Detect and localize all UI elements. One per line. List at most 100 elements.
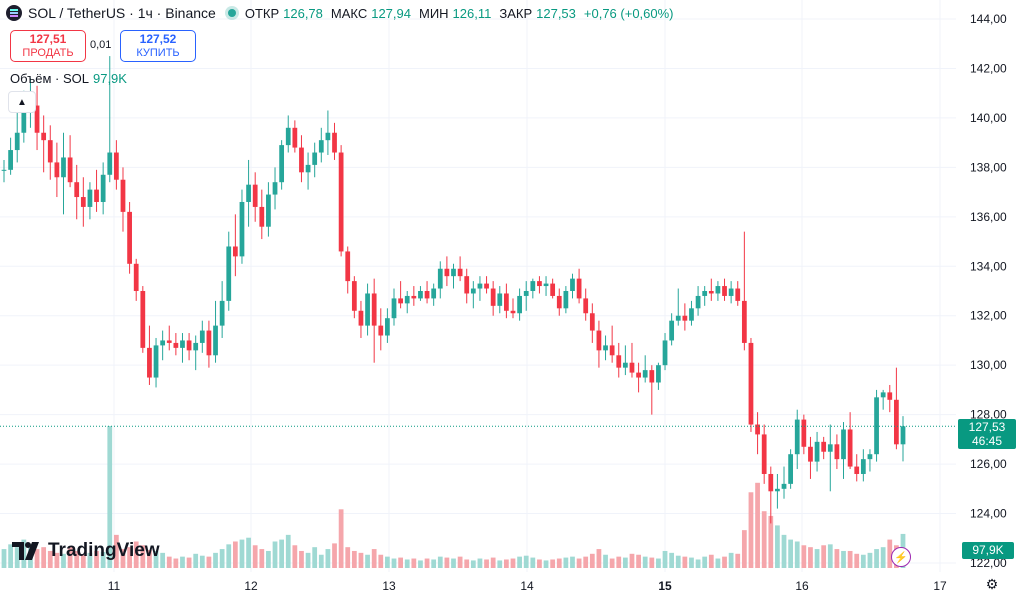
candle-body — [8, 150, 13, 170]
candle-body — [232, 246, 238, 257]
price-tick-label: 144,00 — [970, 12, 1007, 26]
candle-body — [741, 300, 747, 343]
volume-bar — [484, 559, 489, 568]
candle-body — [153, 345, 159, 378]
candle-body — [292, 127, 298, 148]
volume-bar — [160, 552, 166, 568]
volume-bar — [444, 557, 450, 568]
candle-body — [279, 145, 285, 183]
time-tick-label: 17 — [933, 579, 947, 593]
candle-body — [497, 293, 503, 306]
price-tick-label: 122,00 — [970, 556, 1007, 570]
candle-body — [761, 434, 767, 474]
volume-bar — [781, 534, 787, 568]
candle-body — [490, 288, 496, 306]
tradingview-logo[interactable]: TradingView — [12, 540, 160, 562]
volume-bar — [345, 547, 351, 568]
candle-body — [808, 446, 813, 462]
candle-body — [385, 318, 390, 336]
volume-bar — [47, 550, 53, 568]
candle-body — [788, 454, 794, 484]
candle-body — [391, 298, 397, 319]
candle-body — [748, 342, 754, 425]
volume-bar — [880, 547, 886, 568]
volume-bar — [470, 560, 476, 568]
price-axis: 144,00 142,00 140,00 138,00 136,00 134,00 132,… — [970, 12, 1007, 570]
volume-bar — [239, 539, 245, 568]
candle-body — [67, 157, 73, 183]
volume-bar — [80, 554, 86, 568]
volume-bar — [570, 556, 575, 568]
volume-bar — [609, 558, 615, 568]
volume-bar — [722, 556, 727, 568]
volume-bar — [299, 550, 304, 568]
candle-body — [21, 112, 27, 133]
volume-bar — [464, 559, 470, 568]
volume-bar — [219, 549, 225, 568]
volume-bar — [358, 552, 364, 568]
volume-bar — [649, 557, 655, 568]
buy-button[interactable]: 127,52 КУПИТЬ — [120, 30, 196, 62]
volume-bar — [583, 556, 589, 568]
volume-bar — [54, 552, 60, 568]
candle-body — [378, 325, 384, 336]
candle-body — [219, 300, 225, 326]
candle-body — [735, 288, 741, 301]
candle-body — [140, 291, 146, 348]
candle-body — [398, 298, 403, 304]
candle-body — [239, 201, 245, 257]
volume-bar — [589, 553, 595, 568]
collapse-legend-button[interactable]: ▲ — [8, 91, 36, 113]
candle-body — [14, 132, 20, 151]
candle-body — [616, 355, 622, 368]
candle-body — [87, 189, 93, 207]
candle-body — [517, 295, 522, 314]
ohlc-legend: ОТКР 126,78 МАКС 127,94 МИН 126,11 ЗАКР 127,… — [245, 6, 678, 21]
volume-tag: 97,9K — [962, 542, 1014, 559]
volume-bar — [775, 525, 780, 568]
volume-label: Объём · SOL — [10, 71, 89, 86]
low-value: 126,11 — [452, 5, 492, 21]
candle-body — [318, 140, 324, 153]
volume-bar — [656, 558, 661, 568]
price-tick-label: 132,00 — [970, 309, 1007, 323]
volume-bar — [860, 554, 866, 568]
settings-gear-icon[interactable]: ⚙ — [985, 575, 999, 592]
lightning-icon[interactable]: ⚡ — [891, 547, 911, 567]
volume-bar — [325, 549, 331, 568]
volume-bar — [404, 559, 410, 568]
volume-bar — [226, 544, 232, 568]
volume-bar — [14, 547, 20, 568]
volume-bar — [669, 552, 675, 568]
volume-bar — [708, 554, 714, 568]
candle-body — [345, 251, 351, 282]
candle-body — [61, 157, 66, 178]
candle-body — [821, 441, 827, 452]
volume-bar — [199, 555, 205, 568]
chart-grid — [0, 0, 956, 572]
volume-bar — [728, 552, 734, 568]
volume-bar — [695, 559, 701, 568]
volume-bar — [246, 537, 251, 568]
candle-body — [589, 313, 595, 331]
volume-bar — [523, 555, 529, 568]
sell-button[interactable]: 127,51 ПРОДАТЬ — [10, 30, 86, 62]
volume-bar — [834, 549, 840, 568]
candle-body — [113, 152, 119, 180]
volume-bar — [411, 558, 417, 568]
candle-body — [682, 315, 688, 321]
volume-bar — [596, 549, 602, 568]
candle-body — [860, 459, 866, 474]
volume-bar — [100, 551, 106, 568]
volume-bar — [622, 557, 628, 568]
chevron-up-icon: ▲ — [17, 96, 27, 108]
price-tick-label: 136,00 — [970, 210, 1007, 224]
candle-body — [689, 308, 694, 321]
volume-bar — [497, 560, 503, 568]
candle-body — [252, 184, 258, 207]
candle-body — [464, 276, 470, 294]
last-price-tag: 127,53 46:45 — [958, 419, 1016, 449]
symbol-title[interactable]: SOL / TetherUS · 1ч · Binance — [28, 5, 216, 21]
candle-body — [715, 286, 721, 294]
